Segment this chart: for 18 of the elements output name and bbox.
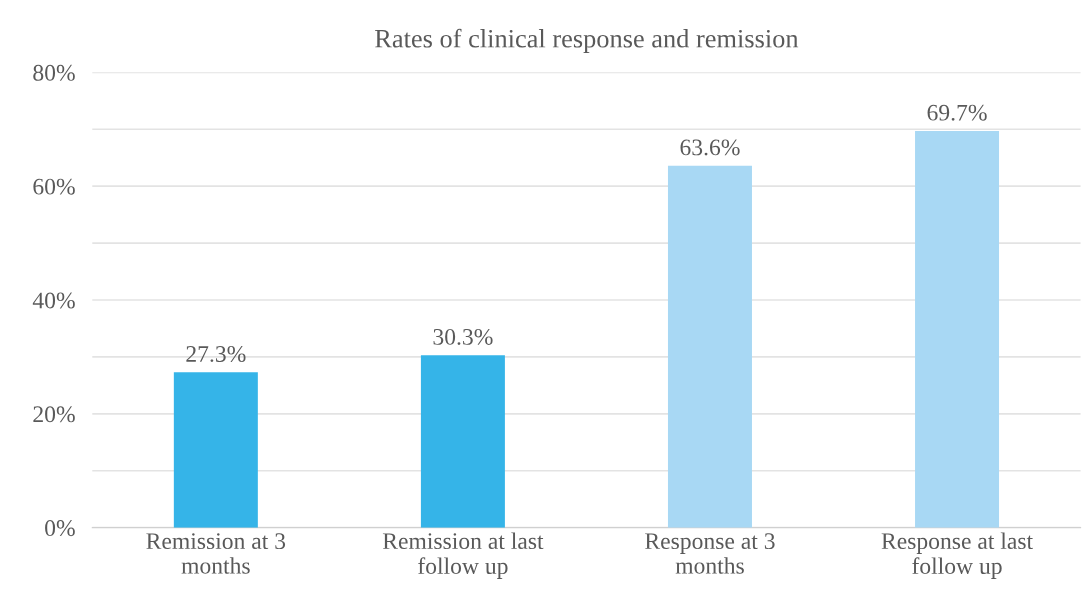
y-tick-label: 60% (33, 178, 75, 195)
bar (173, 372, 258, 528)
x-tick-label: Remission at 3 months (146, 533, 286, 574)
y-tick-label: 20% (33, 406, 75, 423)
chart-title: Rates of clinical response and remission (375, 28, 799, 53)
x-tick-label: Response at last follow up (881, 532, 1033, 579)
x-tick-label: Response at 3 months (645, 533, 775, 574)
bar (420, 355, 505, 528)
y-tick-label: 80% (33, 64, 75, 81)
bar (915, 130, 1000, 528)
y-tick-label: 40% (32, 292, 75, 309)
y-tick-label: 0% (45, 520, 75, 537)
data-label: 30.3% (433, 328, 493, 345)
data-label: 27.3% (186, 345, 246, 363)
data-label: 69.7% (927, 104, 987, 121)
x-tick-label: Remission at last follow up (382, 532, 544, 579)
data-label: 63.6% (680, 139, 740, 156)
bar (667, 165, 752, 528)
